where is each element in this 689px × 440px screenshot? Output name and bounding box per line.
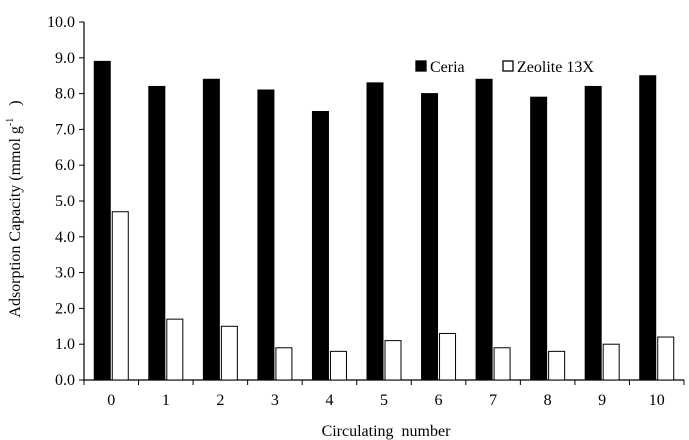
legend-label: Ceria — [430, 59, 465, 76]
bar-ceria — [639, 75, 657, 381]
bar-ceria — [421, 93, 439, 381]
x-tick-label: 8 — [544, 392, 552, 409]
y-tick-label: 5.0 — [55, 193, 75, 210]
bar-ceria — [202, 78, 220, 381]
x-tick-label: 4 — [325, 392, 333, 409]
bar-zeolite-13x — [166, 318, 184, 381]
bar-zeolite-13x — [602, 343, 620, 381]
y-tick-label: 9.0 — [55, 50, 75, 67]
y-axis-label: Adsorption Capacity (mmol g-1) — [5, 100, 24, 317]
y-tick-label: 6.0 — [55, 157, 75, 174]
y-tick-label: 7.0 — [55, 121, 75, 138]
y-tick-label: 2.0 — [55, 300, 75, 317]
y-tick-label: 10.0 — [47, 14, 75, 31]
bar-zeolite-13x — [439, 332, 457, 381]
bar-zeolite-13x — [548, 350, 566, 381]
x-tick-label: 5 — [380, 392, 388, 409]
bar-zeolite-13x — [220, 325, 238, 381]
legend-swatch — [502, 60, 514, 72]
x-axis: 0 1 2 3 4 5 6 7 8 9 10 — [83, 379, 685, 409]
y-axis: 0.0 1.0 2.0 3.0 4.0 5.0 6.0 7.0 8.0 9.0 10.0 — [47, 14, 85, 389]
bar-ceria — [584, 85, 602, 381]
bar-ceria — [148, 85, 166, 381]
x-axis-label: Circulating number — [322, 423, 452, 440]
y-tick-label: 3.0 — [55, 265, 75, 282]
x-tick-label: 6 — [435, 392, 443, 409]
legend-swatch — [415, 60, 427, 72]
bar-ceria — [311, 111, 329, 381]
bar-zeolite-13x — [657, 336, 675, 381]
legend: Ceria Zeolite 13X — [415, 59, 594, 76]
bar-ceria — [475, 78, 493, 381]
bar-zeolite-13x — [493, 347, 511, 381]
y-tick-label: 8.0 — [55, 86, 75, 103]
x-tick-label: 0 — [107, 392, 115, 409]
y-tick-label: 1.0 — [55, 336, 75, 353]
x-tick-label: 9 — [598, 392, 606, 409]
bar-ceria — [366, 82, 384, 381]
bar-ceria — [530, 96, 548, 381]
x-tick-label: 1 — [162, 392, 170, 409]
bar-zeolite-13x — [329, 350, 347, 381]
x-tick-label: 7 — [489, 392, 497, 409]
x-tick-label: 2 — [216, 392, 224, 409]
bar-zeolite-13x — [275, 347, 293, 381]
bar-ceria — [257, 89, 275, 381]
x-tick-label: 3 — [271, 392, 279, 409]
y-axis-label-close: ) — [7, 100, 24, 105]
y-tick-label: 4.0 — [55, 229, 75, 246]
y-tick-label: 0.0 — [55, 372, 75, 389]
y-axis-label-superscript: -1 — [5, 118, 16, 126]
x-tick-label: 10 — [649, 392, 665, 409]
legend-label: Zeolite 13X — [517, 59, 594, 76]
y-axis-label-main: Adsorption Capacity (mmol g — [7, 126, 24, 318]
bar-ceria — [93, 60, 111, 381]
bar-zeolite-13x — [111, 211, 129, 381]
bars — [93, 60, 675, 381]
bar-zeolite-13x — [384, 340, 402, 381]
